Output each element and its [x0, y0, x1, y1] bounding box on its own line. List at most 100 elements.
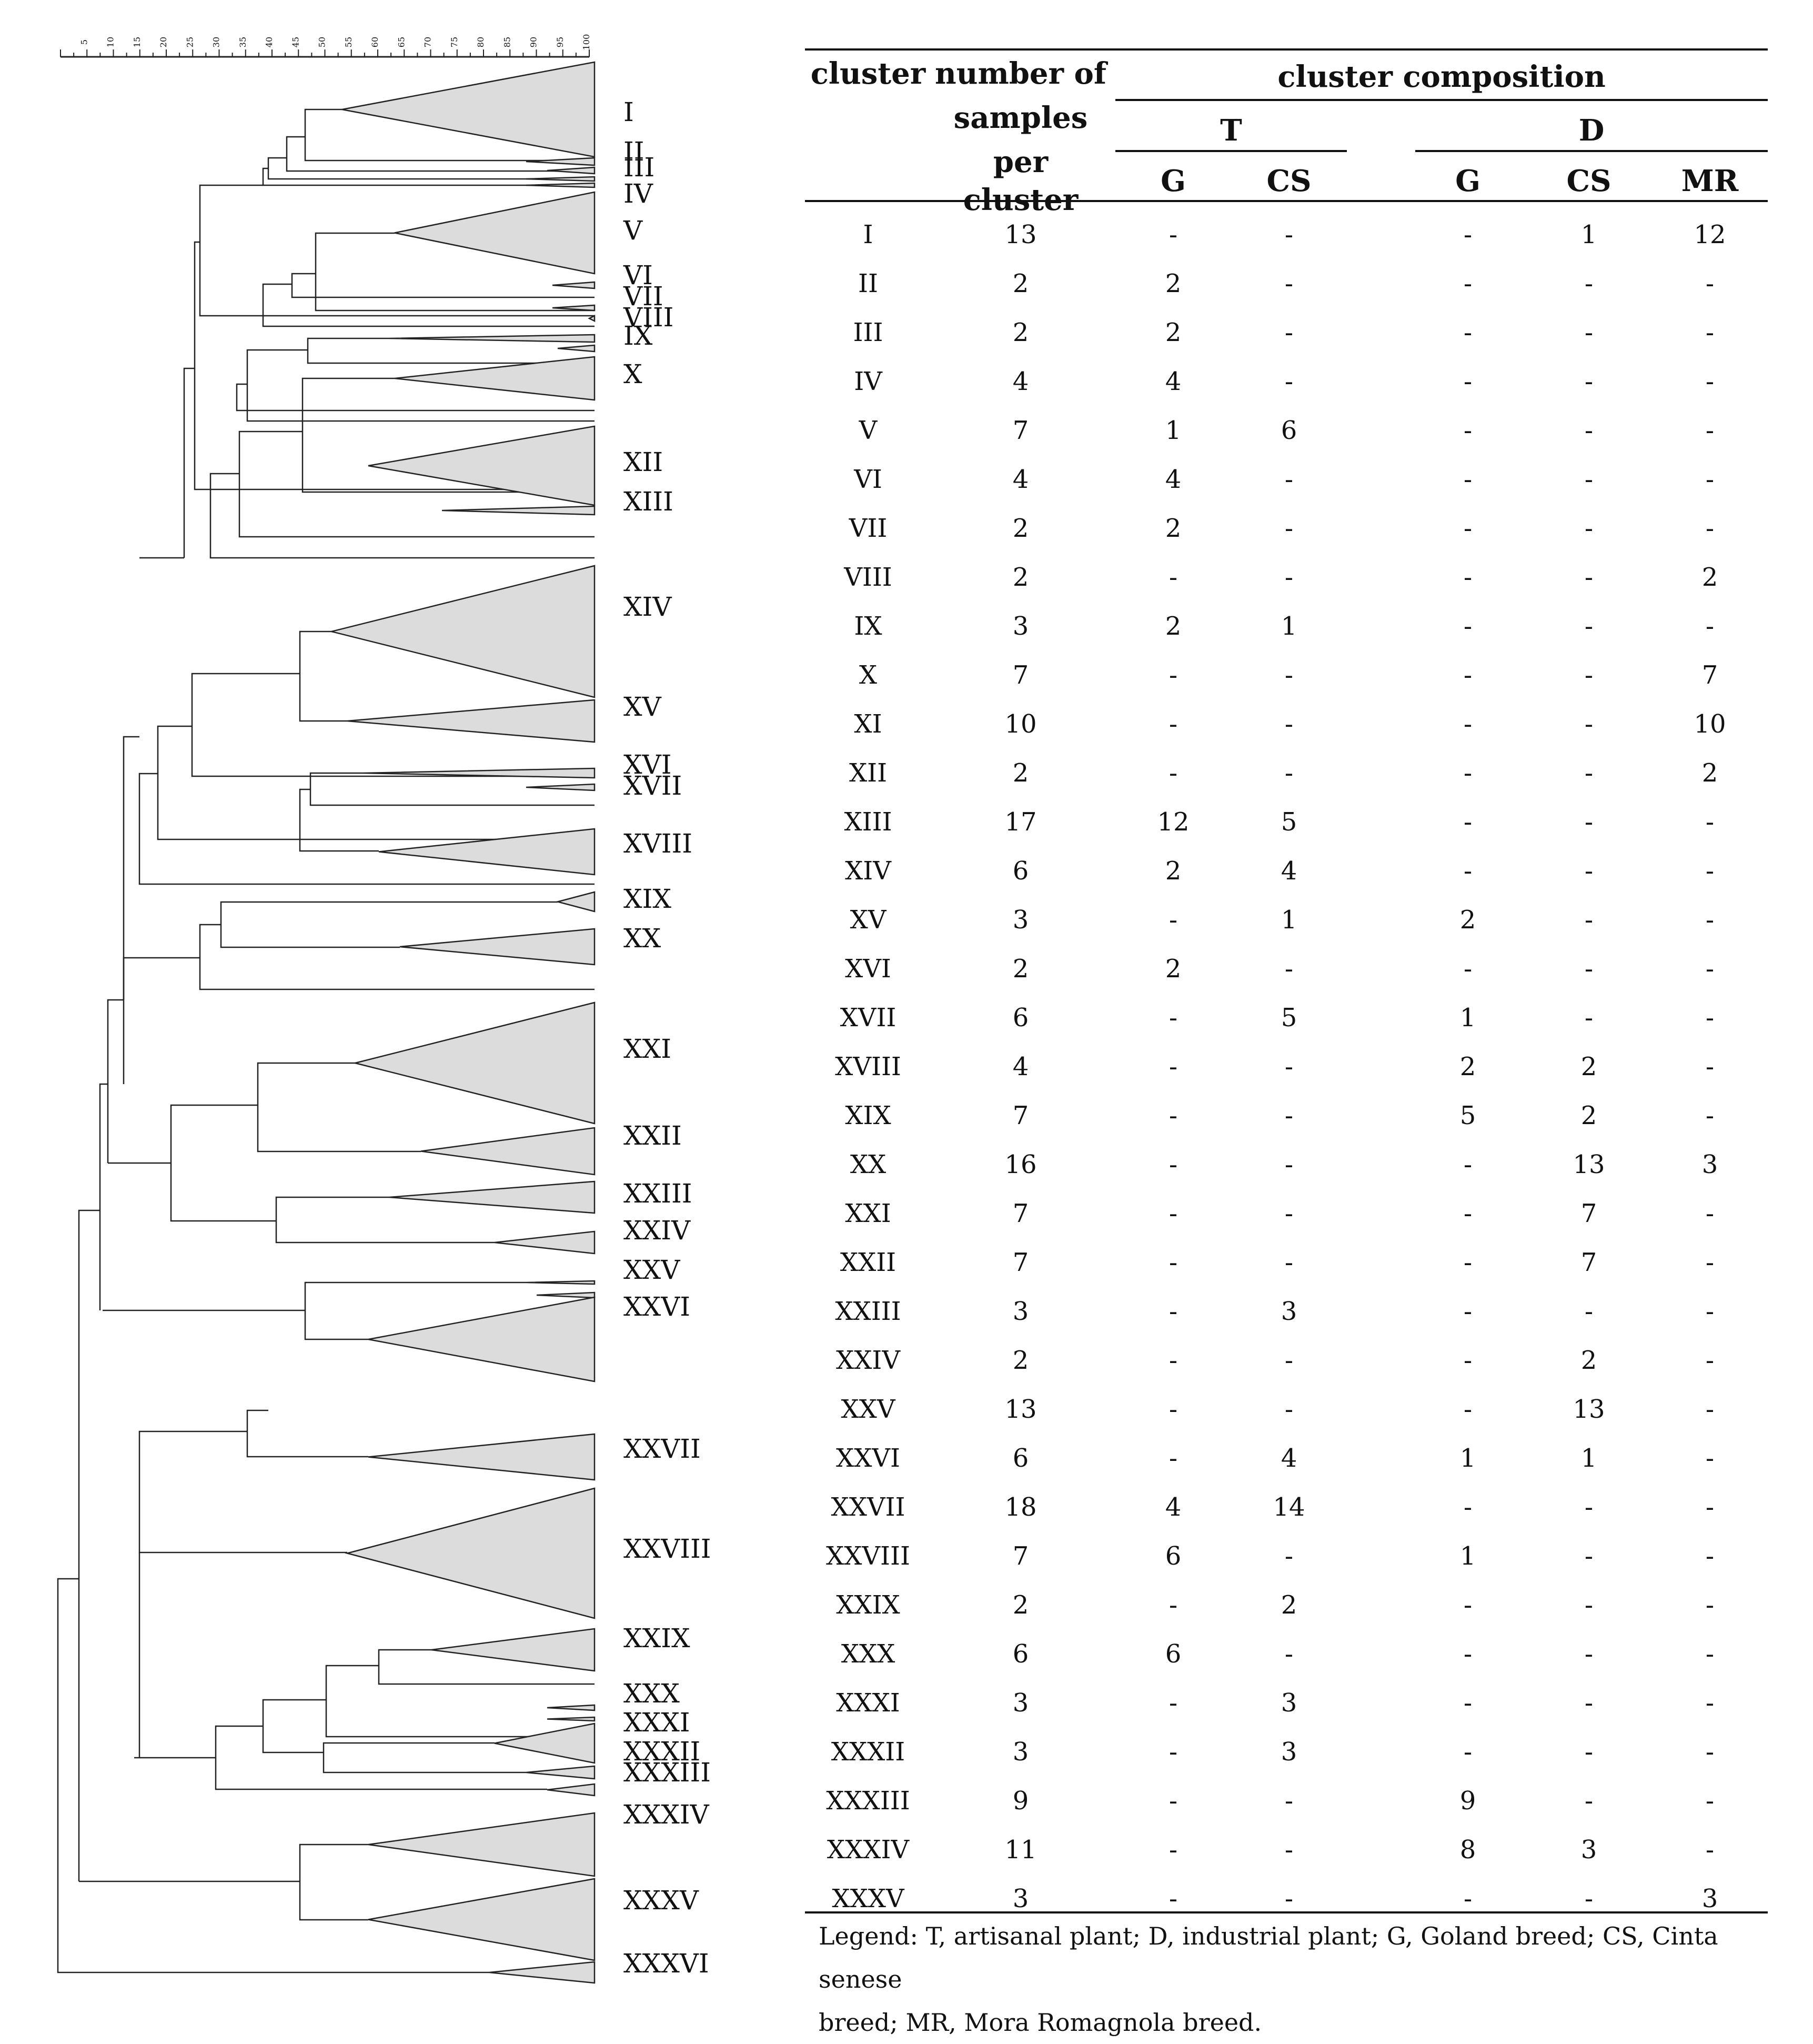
- cell-d-g: -: [1463, 1346, 1473, 1375]
- cell-d-g: -: [1463, 220, 1473, 249]
- cell-cluster: XIV: [845, 856, 891, 886]
- cell-cluster: XV: [850, 905, 887, 935]
- cell-d-g: -: [1463, 563, 1473, 592]
- cell-samples: 3: [1012, 612, 1029, 641]
- cell-t-g: -: [1169, 660, 1178, 690]
- cluster-triangle: [555, 891, 596, 913]
- cell-cluster: XI: [854, 709, 882, 739]
- cell-t-cs: -: [1284, 1346, 1294, 1375]
- dendrogram-branch: [304, 108, 595, 162]
- cell-t-g: -: [1169, 1297, 1178, 1326]
- cell-d-mr: -: [1705, 612, 1715, 641]
- dendrogram-branch: [299, 1843, 368, 1921]
- cluster-triangle: [394, 356, 596, 401]
- cell-d-cs: -: [1584, 1786, 1594, 1816]
- cell-t-g: -: [1169, 1248, 1178, 1277]
- cell-cluster: XXV: [841, 1395, 895, 1424]
- cell-d-cs: -: [1584, 709, 1594, 739]
- cell-d-mr: -: [1705, 1737, 1715, 1767]
- cell-cluster: XXXIV: [827, 1835, 910, 1865]
- cell-samples: 3: [1012, 905, 1029, 935]
- cell-samples: 2: [1012, 758, 1029, 788]
- cell-d-g: -: [1463, 709, 1473, 739]
- cell-t-g: -: [1169, 1884, 1178, 1913]
- cell-t-g: -: [1169, 1444, 1178, 1473]
- cell-d-mr: 7: [1701, 660, 1718, 690]
- dendrogram-branch: [378, 1649, 595, 1685]
- dendrogram-branch: [78, 1209, 100, 1881]
- cell-cluster: I: [863, 220, 873, 249]
- cell-cluster: XXXIII: [826, 1786, 910, 1816]
- cell-d-mr: -: [1705, 1003, 1715, 1033]
- cell-d-cs: -: [1584, 269, 1594, 298]
- cell-d-g: -: [1463, 318, 1473, 347]
- cell-d-g: -: [1463, 660, 1473, 690]
- scale-tick-label: 45: [290, 37, 300, 47]
- cell-d-cs: -: [1584, 905, 1594, 935]
- dendrogram: 5 10 15 20 25 30 35 40 45 50 55 60 65 70 75 80 85 90 95 100…: [57, 34, 711, 1984]
- scale-tick-label: 10: [106, 37, 116, 47]
- cell-t-cs: -: [1284, 1101, 1294, 1130]
- scale-tick-label: 100: [581, 34, 591, 51]
- cell-samples: 3: [1012, 1884, 1029, 1913]
- cell-d-g: -: [1463, 465, 1473, 494]
- cluster-label: XXI: [623, 1034, 671, 1064]
- cell-cluster: XII: [849, 758, 888, 788]
- cell-samples: 2: [1012, 954, 1029, 984]
- cell-samples: 6: [1012, 1444, 1029, 1473]
- cluster-triangle: [552, 304, 596, 312]
- cell-d-cs: -: [1584, 807, 1594, 837]
- cell-t-cs: -: [1284, 1639, 1294, 1669]
- cell-t-cs: -: [1284, 465, 1294, 494]
- cell-t-cs: -: [1284, 514, 1294, 543]
- scale-tick-label: 90: [529, 37, 539, 47]
- cell-samples: 11: [1004, 1835, 1037, 1865]
- cell-t-cs: 4: [1281, 856, 1297, 886]
- cell-d-mr: -: [1705, 1835, 1715, 1865]
- cell-samples: 7: [1012, 1101, 1029, 1130]
- header-group-d: D: [1578, 113, 1605, 148]
- header-d-g: G: [1455, 164, 1480, 198]
- dendrogram-branch: [57, 1578, 489, 1973]
- scale-tick-label: 55: [344, 37, 354, 47]
- cell-d-mr: -: [1705, 1639, 1715, 1669]
- cell-cluster: XVII: [840, 1003, 897, 1033]
- header-bottom-rule: [805, 200, 1768, 202]
- cell-d-g: 1: [1459, 1541, 1476, 1571]
- cluster-label: XXV: [623, 1255, 680, 1285]
- cell-d-mr: -: [1705, 1688, 1715, 1718]
- header-cluster: cluster: [810, 56, 926, 91]
- cell-d-mr: -: [1705, 318, 1715, 347]
- cluster-triangle: [526, 783, 596, 791]
- cluster-triangle: [557, 344, 596, 353]
- cluster-label: XXXIII: [623, 1757, 711, 1788]
- scale-tick-label: 5: [79, 39, 89, 45]
- dendrogram-branch: [123, 957, 200, 1000]
- legend-line-2: breed; MR, Mora Romagnola breed.: [819, 2008, 1262, 2037]
- cluster-label: XVI: [623, 749, 671, 780]
- cluster-label: VIII: [623, 302, 673, 333]
- cluster-triangle: [347, 699, 596, 743]
- cell-cluster: III: [853, 318, 883, 347]
- cluster-label: XVII: [623, 770, 682, 801]
- cell-d-cs: 2: [1580, 1101, 1597, 1130]
- cell-d-mr: -: [1705, 856, 1715, 886]
- cell-d-g: -: [1463, 1150, 1473, 1179]
- dendrogram-branch: [170, 1104, 276, 1222]
- cell-d-mr: -: [1705, 367, 1715, 396]
- cell-d-g: -: [1463, 1199, 1473, 1228]
- cell-t-cs: -: [1284, 1395, 1294, 1424]
- cell-d-cs: -: [1584, 514, 1594, 543]
- cell-cluster: X: [859, 660, 878, 690]
- table-legend: Legend: T, artisanal plant; D, industria…: [819, 1915, 1766, 2044]
- dendrogram-branch: [199, 184, 595, 317]
- cell-samples: 13: [1004, 220, 1037, 249]
- cell-d-cs: -: [1584, 1541, 1594, 1571]
- cluster-triangle: [378, 828, 596, 876]
- cell-t-g: 2: [1165, 612, 1182, 641]
- cell-d-g: -: [1463, 807, 1473, 837]
- cell-cluster: XXVII: [831, 1492, 905, 1522]
- cell-d-cs: -: [1584, 367, 1594, 396]
- cell-t-g: 1: [1165, 416, 1182, 445]
- cell-samples: 2: [1012, 1590, 1029, 1620]
